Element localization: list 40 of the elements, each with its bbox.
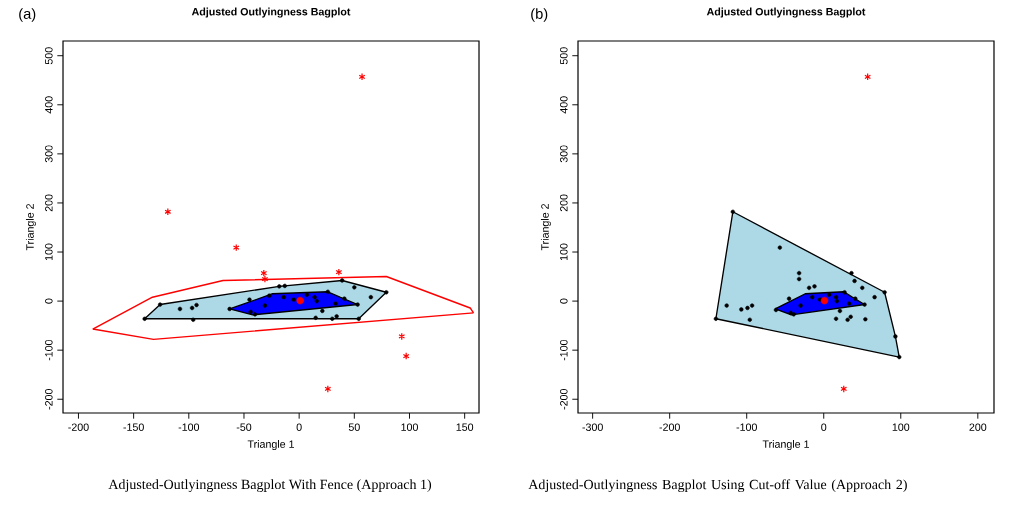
x-tick-label: -100 xyxy=(178,423,200,431)
x-tick-label: -200 xyxy=(68,423,89,431)
x-tick-label: 0 xyxy=(296,423,302,431)
y-tick-label: 0 xyxy=(560,298,568,304)
x-axis-title: Triangle 1 xyxy=(247,440,294,451)
y-tick-label: 400 xyxy=(560,96,568,114)
y-tick-label: 200 xyxy=(560,194,568,212)
y-tick-label: 500 xyxy=(45,47,53,65)
y-tick-label: 300 xyxy=(560,145,568,163)
x-tick-label: -150 xyxy=(123,423,144,431)
x-tick-label: -50 xyxy=(236,423,252,431)
y-axis-title: Triangle 2 xyxy=(25,204,36,251)
y-tick-label: 100 xyxy=(560,243,568,261)
y-tick-label: 400 xyxy=(45,96,53,114)
y-tick-label: 100 xyxy=(45,243,53,261)
y-tick-label: 300 xyxy=(45,145,53,163)
x-tick-label: 0 xyxy=(821,423,827,431)
y-tick-label: -200 xyxy=(560,388,568,410)
y-tick-label: 0 xyxy=(45,298,53,304)
y-tick-label: 500 xyxy=(560,47,568,65)
text: (b) xyxy=(531,8,548,22)
x-tick-label: 100 xyxy=(401,423,418,431)
y-tick-label: -100 xyxy=(45,339,53,361)
chart-title: Adjusted Outlyingness Bagplot xyxy=(191,7,351,18)
text: Adjusted-Outlyingness Bagplot Using Cut-off Value (Approach 2) xyxy=(528,479,907,493)
text: (a) xyxy=(19,8,36,22)
y-tick-label: 200 xyxy=(45,194,53,212)
x-tick-label: 50 xyxy=(348,423,360,431)
x-tick-label: -100 xyxy=(736,423,757,431)
x-tick-label: 200 xyxy=(969,423,987,431)
chart-title: Adjusted Outlyingness Bagplot xyxy=(706,7,866,18)
x-tick-label: 150 xyxy=(456,423,474,431)
x-tick-label: -200 xyxy=(659,423,680,431)
x-tick-label: 100 xyxy=(892,423,910,431)
y-tick-label: -100 xyxy=(560,339,568,361)
x-tick-label: -300 xyxy=(582,423,603,431)
x-axis-title: Triangle 1 xyxy=(762,440,809,451)
text: Adjusted-Outlyingness Bagplot With Fence (Approach 1) xyxy=(108,479,432,492)
y-axis-title: Triangle 2 xyxy=(540,204,551,251)
y-tick-label: -200 xyxy=(45,388,53,410)
